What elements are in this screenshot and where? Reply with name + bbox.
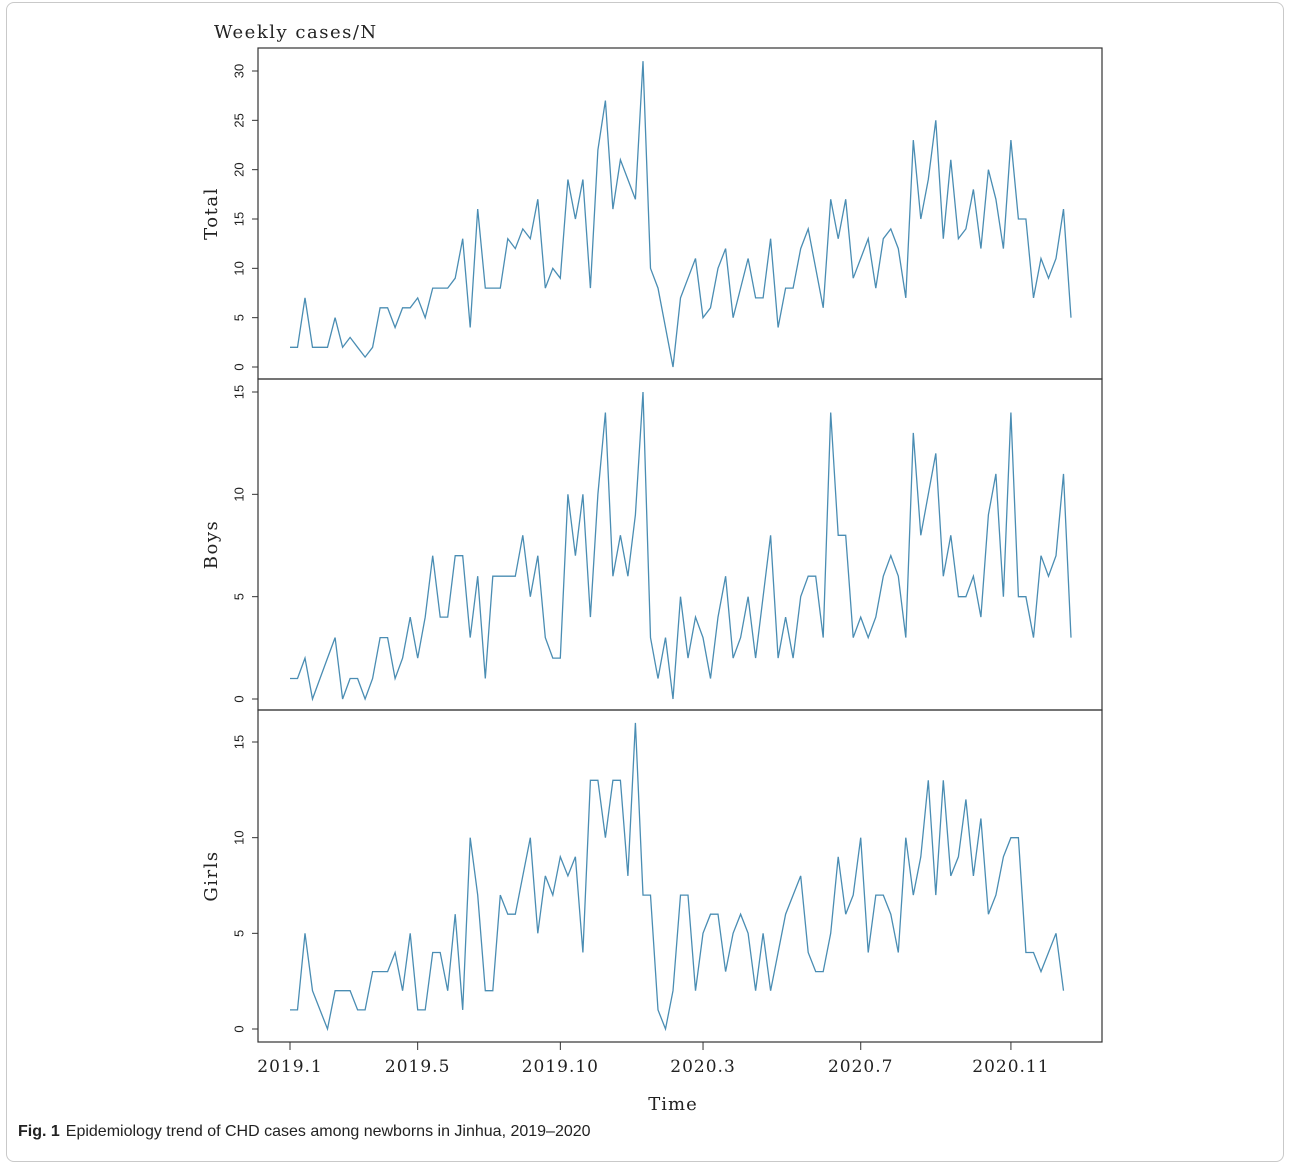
x-tick-label-0: 2019.1 (257, 1057, 322, 1077)
y-tick-label-total-5: 5 (231, 314, 246, 321)
series-line-boys (290, 391, 1072, 702)
panel-frame-boys (257, 378, 1103, 711)
y-tick-label-girls-10: 10 (231, 830, 246, 844)
x-axis-label: Time (648, 1094, 697, 1115)
y-tick-label-girls-15: 15 (231, 735, 246, 749)
figure-caption-text: Epidemiology trend of CHD cases among ne… (65, 1123, 591, 1140)
panel-frame-total (257, 47, 1103, 380)
y-tick-label-total-10: 10 (231, 261, 246, 275)
y-axis-label-total: Total (201, 187, 222, 240)
x-tick-label-2: 2019.10 (522, 1057, 599, 1077)
y-tick-label-total-30: 30 (231, 64, 246, 78)
y-tick-label-boys-5: 5 (231, 593, 246, 600)
y-tick-label-total-25: 25 (231, 113, 246, 127)
series-line-girls (290, 722, 1065, 1032)
y-tick-label-girls-0: 0 (231, 1025, 246, 1032)
x-tick-label-3: 2020.3 (670, 1057, 735, 1077)
panel-frame-girls (257, 709, 1103, 1043)
figure-caption-label: Fig. 1 (18, 1123, 60, 1140)
y-tick-label-boys-15: 15 (231, 385, 246, 399)
y-tick-label-boys-10: 10 (231, 487, 246, 501)
epidemiology-chart: Weekly cases/N Time 0 5 10 15 20 25 30 Total 0 5 1… (201, 22, 1103, 1115)
y-axis-label-boys: Boys (201, 520, 222, 569)
x-tick-label-4: 2020.7 (828, 1057, 893, 1077)
y-tick-label-total-0: 0 (231, 363, 246, 370)
y-tick-label-girls-5: 5 (231, 930, 246, 937)
x-tick-label-1: 2019.5 (385, 1057, 450, 1077)
y-axis-label-girls: Girls (201, 850, 222, 901)
x-tick-label-5: 2020.11 (972, 1057, 1049, 1077)
y-tick-label-total-20: 20 (231, 162, 246, 176)
series-line-total (290, 61, 1072, 368)
figure-caption: Fig. 1 Epidemiology trend of CHD cases am… (18, 1123, 1268, 1141)
y-tick-label-total-15: 15 (231, 212, 246, 226)
chart-title: Weekly cases/N (214, 22, 378, 43)
y-tick-label-boys-0: 0 (231, 695, 246, 702)
